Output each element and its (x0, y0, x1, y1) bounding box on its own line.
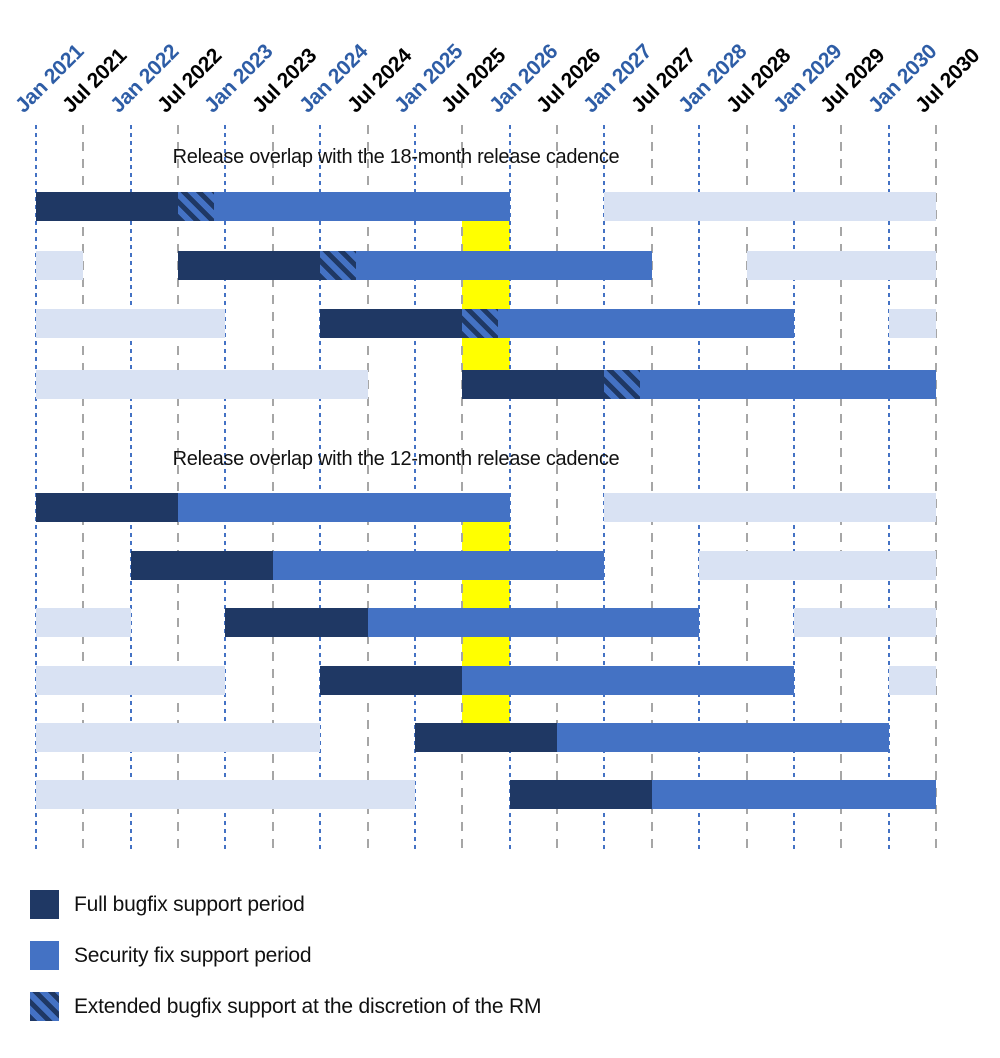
gridline-jan (413, 125, 416, 852)
bar-adjacent (888, 666, 936, 695)
bar-full (414, 723, 558, 752)
bar-full (36, 192, 179, 221)
gridline-jul (271, 125, 274, 852)
full-bugfix-swatch-icon (30, 890, 59, 919)
gridline-jul (556, 125, 559, 852)
gridline-jan (129, 125, 132, 852)
legend: Full bugfix support period Security fix … (30, 890, 541, 1043)
bar-full (320, 309, 463, 338)
gridline-jan (508, 125, 511, 852)
bar-full (225, 608, 368, 637)
gridline-jan (35, 125, 37, 852)
bar-full (178, 251, 321, 280)
bar-extended (178, 192, 214, 221)
section-title-12-month: Release overlap with the 12-month releas… (172, 448, 620, 470)
gridline-jul (840, 125, 843, 852)
gridline-jul (82, 125, 85, 852)
gridline-jan (887, 125, 890, 852)
legend-item-full: Full bugfix support period (30, 890, 541, 919)
legend-item-extended: Extended bugfix support at the discretio… (30, 992, 541, 1021)
bar-adjacent (888, 309, 936, 338)
bar-security (355, 251, 652, 280)
gridline-jul (745, 125, 748, 852)
gridline-jan (224, 125, 227, 852)
bar-adjacent (36, 608, 131, 637)
bar-adjacent (604, 493, 936, 522)
section-title-18-month: Release overlap with the 18-month releas… (172, 146, 620, 168)
bar-adjacent (36, 723, 321, 752)
bar-adjacent (746, 251, 936, 280)
gridline-jul (366, 125, 369, 852)
bar-adjacent (699, 551, 936, 580)
bar-adjacent (36, 780, 415, 809)
legend-item-security: Security fix support period (30, 941, 541, 970)
bar-security (651, 780, 936, 809)
bar-security (639, 370, 936, 399)
bar-adjacent (793, 608, 936, 637)
legend-label: Extended bugfix support at the discretio… (74, 994, 542, 1018)
bar-full (320, 666, 463, 695)
gridline-jul (935, 125, 937, 852)
bar-security (213, 192, 510, 221)
bar-full (509, 780, 652, 809)
bar-adjacent (36, 251, 84, 280)
bar-adjacent (604, 192, 936, 221)
bar-security (497, 309, 794, 338)
gridline-jan (603, 125, 606, 852)
gridline-jan (319, 125, 322, 852)
security-fix-swatch-icon (30, 941, 59, 970)
bar-security (272, 551, 605, 580)
gridline-jul (650, 125, 653, 852)
bar-full (36, 493, 179, 522)
bar-security (557, 723, 889, 752)
bar-security (462, 666, 794, 695)
bar-adjacent (36, 309, 226, 338)
legend-label: Security fix support period (74, 943, 312, 967)
legend-label: Full bugfix support period (74, 892, 305, 916)
gridline-jul (461, 125, 464, 852)
gridline-jan (698, 125, 701, 852)
bar-security (178, 493, 510, 522)
bar-extended (604, 370, 640, 399)
bar-full (130, 551, 273, 580)
bar-extended (462, 309, 498, 338)
bar-adjacent (36, 666, 226, 695)
bar-extended (320, 251, 356, 280)
bar-security (367, 608, 700, 637)
gridline-jul (177, 125, 180, 852)
extended-bugfix-swatch-icon (30, 992, 59, 1021)
bar-full (462, 370, 605, 399)
gridline-jan (792, 125, 795, 852)
bar-adjacent (36, 370, 368, 399)
